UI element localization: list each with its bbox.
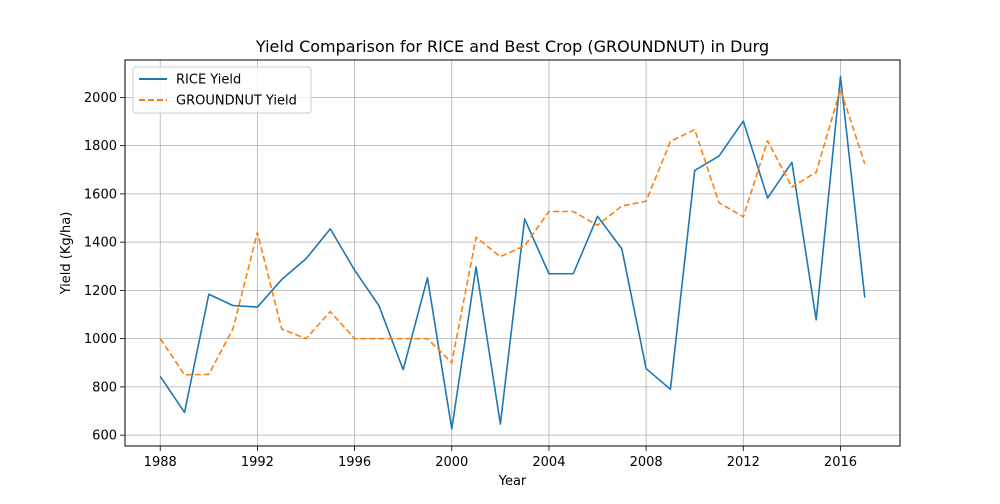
y-tick-label: 1600 [84, 187, 117, 202]
series-line-groundnut-yield [159, 88, 866, 376]
series-line-rice-yield [159, 75, 866, 430]
x-tick-label: 2012 [727, 455, 760, 470]
y-tick-label: 800 [92, 380, 117, 395]
x-axis-label: Year [498, 474, 527, 489]
x-tick-label: 1988 [144, 455, 177, 470]
axis-ticks: 1988 1992 1996 2000 2004 2008 2012 2016 600 800 10… [84, 91, 857, 470]
y-tick-label: 2000 [84, 91, 117, 106]
chart-title: Yield Comparison for RICE and Best Crop … [255, 37, 769, 56]
x-tick-label: 1992 [241, 455, 274, 470]
legend-box [132, 66, 312, 114]
x-tick-label: 2004 [532, 455, 565, 470]
y-tick-label: 1400 [84, 236, 117, 251]
plot-frame [124, 59, 901, 447]
x-tick-label: 1996 [338, 455, 371, 470]
y-axis-label: Yield (Kg/ha) [59, 212, 74, 296]
legend-label-rice: RICE Yield [176, 73, 241, 88]
x-tick-label: 2016 [824, 455, 857, 470]
x-tick-label: 2000 [435, 455, 468, 470]
y-tick-label: 1200 [84, 284, 117, 299]
x-tick-label: 2008 [630, 455, 663, 470]
legend-label-groundnut: GROUNDNUT Yield [176, 94, 297, 109]
y-tick-label: 1800 [84, 139, 117, 154]
y-tick-label: 1000 [84, 332, 117, 347]
series-layer [159, 75, 866, 430]
legend: RICE Yield GROUNDNUT Yield [132, 66, 312, 114]
y-tick-label: 600 [92, 429, 117, 444]
grid-lines [125, 60, 900, 446]
